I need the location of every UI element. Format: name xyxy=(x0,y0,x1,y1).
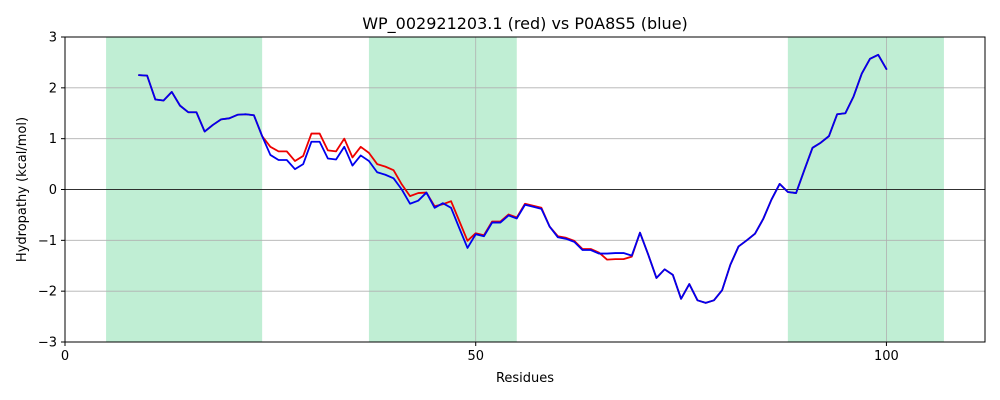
series-layer xyxy=(138,53,888,304)
y-tick-label: 2 xyxy=(49,81,57,96)
y-tick-label: 1 xyxy=(49,132,57,147)
y-tick-label: −2 xyxy=(38,285,57,300)
chart-title: WP_002921203.1 (red) vs P0A8S5 (blue) xyxy=(362,14,688,34)
y-tick-label: 0 xyxy=(49,183,57,198)
x-tick-label: 50 xyxy=(467,349,484,364)
series-line-2 xyxy=(138,53,888,304)
y-tick-label: −1 xyxy=(38,234,57,249)
x-tick-label: 100 xyxy=(874,349,899,364)
y-tick-label: 3 xyxy=(49,31,57,46)
x-axis-ticks: 0 50 100 xyxy=(61,342,899,364)
x-tick-label: 0 xyxy=(61,349,69,364)
y-axis-label: Hydropathy (kcal/mol) xyxy=(15,117,30,262)
y-tick-label: −3 xyxy=(38,336,57,351)
x-axis-label: Residues xyxy=(496,371,554,386)
y-axis-ticks: −3 −2 −1 0 1 2 3 xyxy=(38,31,65,351)
